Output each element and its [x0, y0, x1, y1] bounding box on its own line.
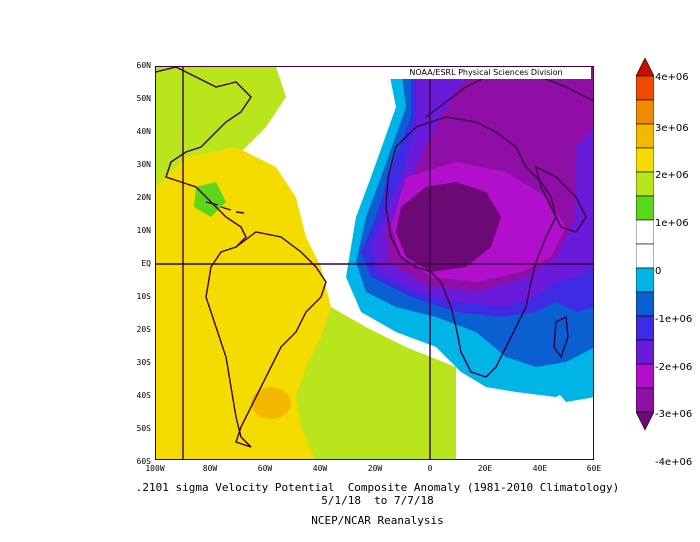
colorbar: [636, 58, 654, 431]
lat-label: 50N: [136, 94, 151, 103]
lat-label: 20S: [136, 325, 151, 334]
lat-label: 10N: [136, 226, 151, 235]
map-panel: [155, 66, 594, 460]
colorbar-segment: [636, 339, 654, 365]
lon-label: 0: [427, 464, 433, 473]
colorbar-segment: [636, 267, 654, 293]
colorbar-label: -3e+06: [655, 409, 693, 420]
lon-label: 40E: [532, 464, 548, 473]
lon-label: 20E: [477, 464, 493, 473]
lon-label: 60E: [586, 464, 602, 473]
lat-label: 30S: [136, 358, 151, 367]
lon-label: 60W: [257, 464, 273, 473]
colorbar-segment: [636, 123, 654, 149]
caption-dates: 5/1/18 to 7/7/18: [321, 494, 434, 507]
negative-anomaly-core: [396, 182, 501, 272]
caption-source: NCEP/NCAR Reanalysis: [311, 514, 444, 527]
colorbar-label: 4e+06: [655, 72, 689, 83]
colorbar-label: 3e+06: [655, 123, 689, 134]
south-america-coast: [205, 231, 327, 448]
north-america-coast: [156, 67, 252, 248]
colorbar-segment: [636, 99, 654, 125]
colorbar-min-arrow: [636, 411, 654, 431]
caption-title: .2101 sigma Velocity Potential Composite…: [135, 481, 620, 494]
africa-coast: [385, 116, 557, 378]
colorbar-label: -4e+06: [655, 457, 693, 468]
colorbar-segment: [636, 219, 654, 245]
lat-label: EQ: [141, 259, 151, 268]
positive-anomaly-green-ne: [156, 67, 216, 97]
lat-label: 10S: [136, 292, 151, 301]
colorbar-label: 2e+06: [655, 170, 689, 181]
lon-label: 100W: [145, 464, 165, 473]
positive-anomaly-green-west: [156, 127, 181, 187]
positive-anomaly-orange: [251, 387, 291, 419]
negative-anomaly-cyan-south: [536, 357, 593, 402]
colorbar-max-arrow: [636, 58, 654, 77]
lat-label: 40N: [136, 127, 151, 136]
lat-label: 60S: [136, 457, 151, 466]
colorbar-label: 0: [655, 266, 662, 277]
colorbar-label: -2e+06: [655, 362, 693, 373]
near-zero-anomaly: [276, 67, 486, 459]
anomaly-map: [156, 67, 593, 459]
caribbean-islands: [205, 201, 245, 214]
colorbar-label: 1e+06: [655, 218, 689, 229]
lat-label: 20N: [136, 193, 151, 202]
colorbar-segment: [636, 387, 654, 413]
arabia-coast: [534, 165, 587, 233]
colorbar-segment: [636, 243, 654, 269]
colorbar-segment: [636, 195, 654, 221]
lon-label: 80W: [202, 464, 218, 473]
lat-label: 40S: [136, 391, 151, 400]
madagascar-coast: [553, 315, 569, 359]
lon-label: 40W: [312, 464, 328, 473]
positive-anomaly-yellow: [156, 147, 331, 459]
colorbar-segment: [636, 75, 654, 101]
lat-label: 30N: [136, 160, 151, 169]
lat-label: 50S: [136, 424, 151, 433]
lat-label: 60N: [136, 61, 151, 70]
colorbar-segment: [636, 315, 654, 341]
colorbar-label: -1e+06: [655, 314, 693, 325]
credit-label: NOAA/ESRL Physical Sciences Division: [381, 67, 591, 79]
colorbar-segment: [636, 363, 654, 389]
colorbar-segment: [636, 147, 654, 173]
colorbar-segment: [636, 171, 654, 197]
colorbar-segment: [636, 291, 654, 317]
lon-label: 20W: [367, 464, 383, 473]
